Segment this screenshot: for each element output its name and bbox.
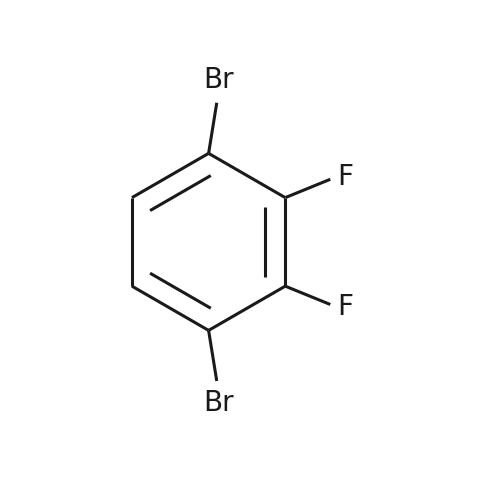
Text: F: F (337, 163, 353, 191)
Text: F: F (337, 293, 353, 321)
Text: Br: Br (203, 389, 233, 417)
Text: Br: Br (203, 67, 233, 94)
